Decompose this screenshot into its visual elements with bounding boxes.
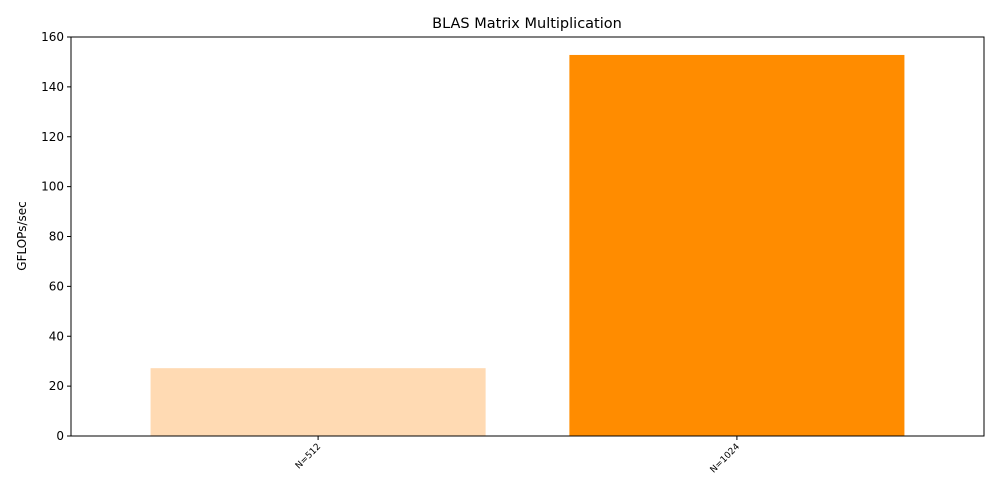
- y-tick-label: 120: [41, 130, 64, 144]
- x-axis-ticks: N=512 N=1024: [294, 436, 742, 475]
- y-tick-label: 0: [56, 429, 64, 443]
- bar-n-512: [150, 368, 486, 436]
- y-tick-label: 140: [41, 80, 64, 94]
- bars-group: [150, 54, 905, 437]
- x-tick-label: N=512: [294, 442, 323, 471]
- y-axis-label: GFLOPs/sec: [15, 201, 29, 270]
- y-tick-label: 160: [41, 30, 64, 44]
- bar-n-1024: [569, 54, 905, 437]
- plot-frame: [70, 36, 985, 437]
- y-tick-label: 40: [49, 329, 64, 343]
- y-tick-label: 60: [49, 279, 64, 293]
- y-tick-label: 20: [49, 379, 64, 393]
- y-tick-label: 100: [41, 180, 64, 194]
- y-tick-label: 80: [49, 230, 64, 244]
- chart-title: BLAS Matrix Multiplication: [432, 16, 622, 32]
- y-axis-ticks: 0 20 40 60 80 100 120 140 160: [41, 30, 71, 443]
- x-tick-label: N=1024: [709, 442, 743, 476]
